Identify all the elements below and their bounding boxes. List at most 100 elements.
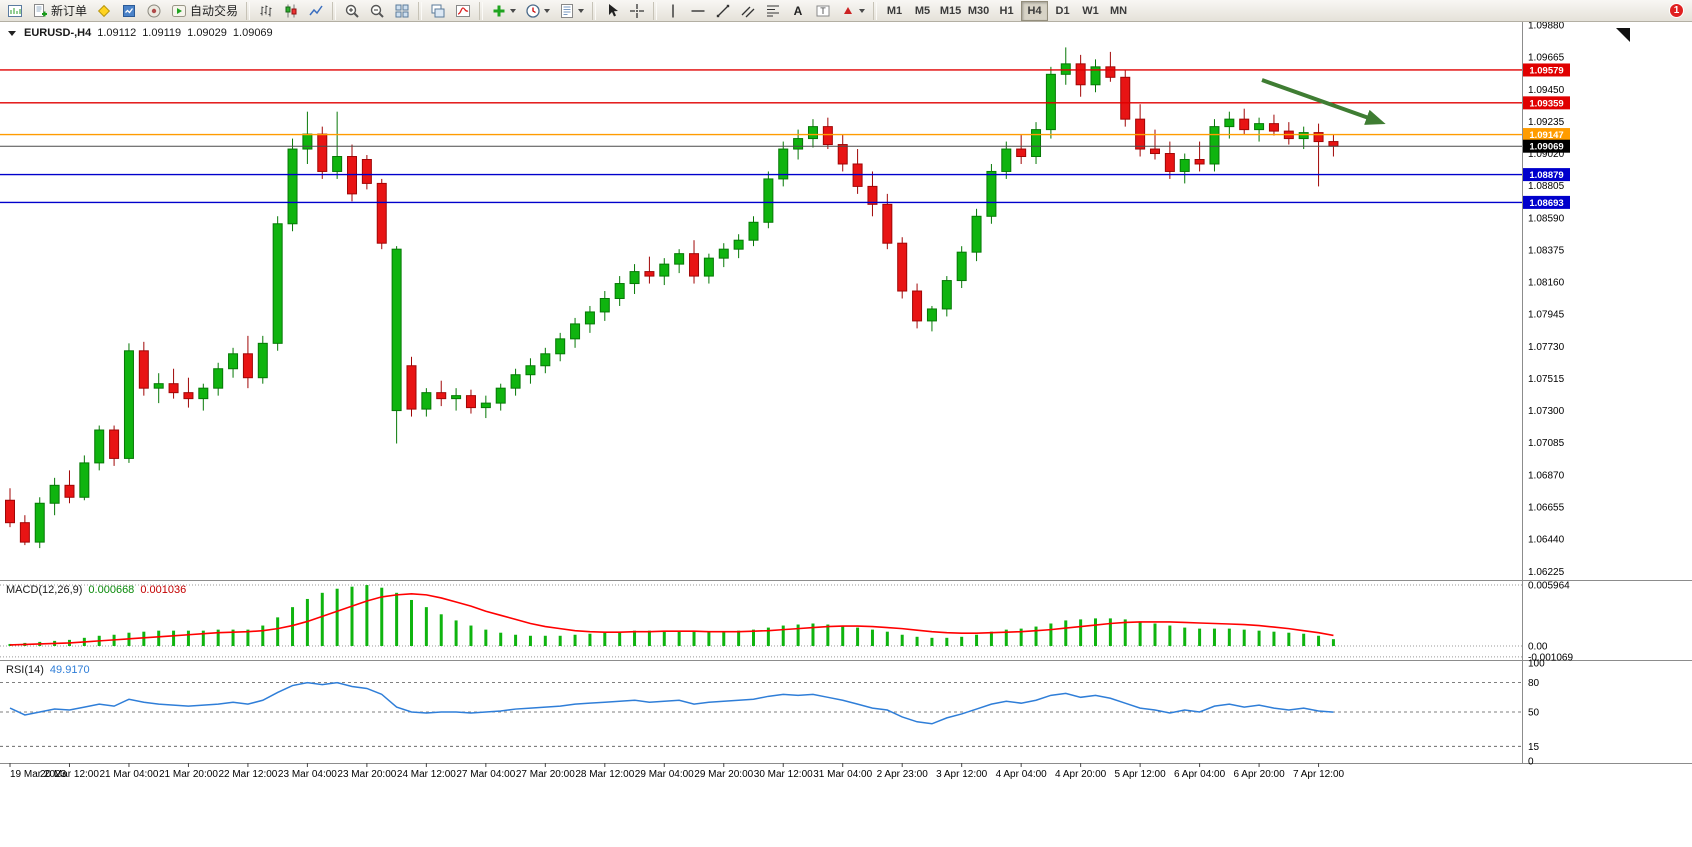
bar-chart-button[interactable] — [254, 1, 278, 21]
timeframe-h1[interactable]: H1 — [993, 1, 1020, 21]
svg-text:6 Apr 20:00: 6 Apr 20:00 — [1234, 769, 1286, 780]
metaeditor-button[interactable] — [92, 1, 116, 21]
svg-text:2 Apr 23:00: 2 Apr 23:00 — [877, 769, 929, 780]
chart-canvas[interactable]: 1.09880 1.09665 1.09450 1.09235 1.09020 1.088… — [0, 22, 1692, 847]
svg-text:0.005964: 0.005964 — [1528, 581, 1570, 592]
svg-text:1.09147: 1.09147 — [1529, 130, 1563, 141]
vertical-line-button[interactable] — [661, 1, 685, 21]
zoom-in-icon — [344, 3, 360, 19]
cursor-button[interactable] — [600, 1, 624, 21]
notification-badge[interactable]: 1 — [1669, 3, 1684, 18]
svg-text:1.09579: 1.09579 — [1529, 65, 1563, 76]
trendline-button[interactable] — [711, 1, 735, 21]
autotrading-label: 自动交易 — [190, 4, 239, 18]
svg-text:22 Mar 12:00: 22 Mar 12:00 — [218, 769, 277, 780]
svg-text:29 Mar 04:00: 29 Mar 04:00 — [635, 769, 694, 780]
timeframe-m30[interactable]: M30 — [965, 1, 992, 21]
chart-menu-caret-icon[interactable] — [8, 31, 16, 40]
periods-dropdown[interactable] — [521, 1, 554, 21]
svg-text:15: 15 — [1528, 742, 1540, 753]
timeframe-m5[interactable]: M5 — [909, 1, 936, 21]
line-chart-button[interactable] — [304, 1, 328, 21]
svg-text:30 Mar 12:00: 30 Mar 12:00 — [754, 769, 813, 780]
rsi-label: RSI(14) 49.9170 — [6, 664, 90, 676]
new-chart-icon — [7, 3, 23, 19]
svg-text:1.06440: 1.06440 — [1528, 535, 1565, 546]
toolbar-separator — [653, 1, 658, 20]
timeframe-m15[interactable]: M15 — [937, 1, 964, 21]
svg-text:1.08590: 1.08590 — [1528, 213, 1565, 224]
arrow-shape-icon — [840, 3, 856, 19]
svg-text:0: 0 — [1528, 757, 1534, 768]
arrows-dropdown[interactable] — [836, 1, 869, 21]
svg-text:1.07085: 1.07085 — [1528, 438, 1565, 449]
svg-text:20 Mar 12:00: 20 Mar 12:00 — [40, 769, 99, 780]
toolbar-separator — [332, 1, 337, 20]
line-chart-icon — [308, 3, 324, 19]
macd-main-value: 0.000668 — [88, 584, 135, 596]
svg-text:1.06225: 1.06225 — [1528, 567, 1565, 578]
navigator-button[interactable] — [142, 1, 166, 21]
timeframe-d1[interactable]: D1 — [1049, 1, 1076, 21]
chart-header: EURUSD-,H4 1.09112 1.09119 1.09029 1.090… — [8, 26, 273, 40]
add-indicator-icon — [491, 3, 507, 19]
svg-text:7 Apr 12:00: 7 Apr 12:00 — [1293, 769, 1345, 780]
market-watch-button[interactable] — [117, 1, 141, 21]
rsi-value: 49.9170 — [49, 664, 90, 676]
zoom-out-button[interactable] — [365, 1, 389, 21]
template-icon — [559, 3, 575, 19]
candlestick-chart-button[interactable] — [279, 1, 303, 21]
new-order-button[interactable]: 新订单 — [28, 1, 91, 21]
crosshair-icon — [629, 3, 645, 19]
clock-icon — [525, 3, 541, 19]
templates-dropdown[interactable] — [555, 1, 588, 21]
svg-text:4 Apr 20:00: 4 Apr 20:00 — [1055, 769, 1107, 780]
svg-text:1.06655: 1.06655 — [1528, 502, 1565, 513]
navigator-icon — [146, 3, 162, 19]
fibonacci-icon — [765, 3, 781, 19]
svg-text:80: 80 — [1528, 678, 1540, 689]
svg-text:3 Apr 12:00: 3 Apr 12:00 — [936, 769, 988, 780]
timeframe-mn[interactable]: MN — [1105, 1, 1132, 21]
cascade-windows-button[interactable] — [426, 1, 450, 21]
svg-text:-0.001069: -0.001069 — [1528, 652, 1573, 663]
svg-text:1.09235: 1.09235 — [1528, 117, 1565, 128]
svg-text:0.00: 0.00 — [1528, 642, 1548, 653]
main-toolbar: 新订单 自动交易 — [0, 0, 1692, 22]
horizontal-line-button[interactable] — [686, 1, 710, 21]
new-chart-button[interactable] — [3, 1, 27, 21]
svg-text:31 Mar 04:00: 31 Mar 04:00 — [813, 769, 872, 780]
ohlc-close: 1.09069 — [232, 27, 273, 39]
timeframe-h4[interactable]: H4 — [1021, 0, 1049, 21]
zoom-in-button[interactable] — [340, 1, 364, 21]
indicator-window-icon — [455, 3, 471, 19]
autotrading-button[interactable]: 自动交易 — [167, 1, 242, 21]
svg-text:A: A — [794, 4, 803, 18]
new-order-icon — [32, 3, 48, 19]
svg-text:1.06870: 1.06870 — [1528, 470, 1565, 481]
svg-text:27 Mar 04:00: 27 Mar 04:00 — [456, 769, 515, 780]
toolbar-separator — [479, 1, 484, 20]
svg-text:1.09359: 1.09359 — [1529, 98, 1563, 109]
indicator-window-button[interactable] — [451, 1, 475, 21]
svg-text:21 Mar 04:00: 21 Mar 04:00 — [99, 769, 158, 780]
channel-button[interactable] — [736, 1, 760, 21]
metaeditor-icon — [96, 3, 112, 19]
svg-text:19 Mar 2023: 19 Mar 2023 — [10, 769, 67, 780]
timeframe-w1[interactable]: W1 — [1077, 1, 1104, 21]
text-icon: A — [790, 3, 806, 19]
indicators-dropdown[interactable] — [487, 1, 520, 21]
horizontal-line-icon — [690, 3, 706, 19]
tile-windows-button[interactable] — [390, 1, 414, 21]
svg-text:23 Mar 04:00: 23 Mar 04:00 — [278, 769, 337, 780]
crosshair-button[interactable] — [625, 1, 649, 21]
svg-text:50: 50 — [1528, 708, 1540, 719]
timeframe-m1[interactable]: M1 — [881, 1, 908, 21]
svg-text:1.07730: 1.07730 — [1528, 342, 1565, 353]
text-label-button[interactable]: T — [811, 1, 835, 21]
symbol-period-label: EURUSD-,H4 — [24, 27, 92, 39]
text-button[interactable]: A — [786, 1, 810, 21]
macd-label: MACD(12,26,9) 0.000668 0.001036 — [6, 584, 186, 596]
fibonacci-button[interactable] — [761, 1, 785, 21]
svg-text:29 Mar 20:00: 29 Mar 20:00 — [694, 769, 753, 780]
